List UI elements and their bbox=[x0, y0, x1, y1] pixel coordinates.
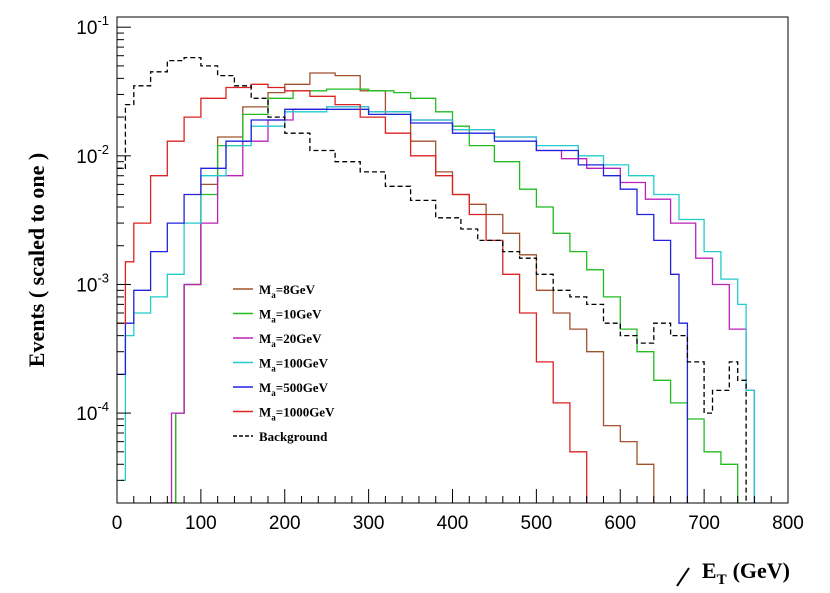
x-tick-label: 200 bbox=[269, 513, 301, 534]
x-tick-label: 600 bbox=[604, 513, 636, 534]
x-tick-label: 0 bbox=[112, 513, 123, 534]
legend-label: Ma=8GeV bbox=[259, 282, 316, 300]
series-line-1 bbox=[167, 88, 739, 503]
x-axis-title: ET (GeV) bbox=[702, 558, 790, 588]
x-axis-title-sub: T bbox=[717, 572, 727, 588]
series-line-5 bbox=[117, 83, 588, 503]
x-tick-label: 300 bbox=[353, 513, 385, 534]
legend-label: Ma=20GeV bbox=[259, 331, 322, 349]
legend: Ma=8GeV Ma=10GeV Ma=20GeV Ma=100GeV Ma=500Ge… bbox=[233, 282, 335, 444]
series-line-2 bbox=[163, 106, 756, 503]
x-axis: 0 100 200 300 400 500 600 700 800 bbox=[112, 489, 804, 534]
y-tick-label: 10-2 bbox=[76, 142, 109, 168]
y-tick-label: 10-1 bbox=[76, 13, 109, 39]
y-axis-title-group: Events ( scaled to one ) bbox=[24, 153, 49, 367]
x-axis-title-slash bbox=[676, 567, 690, 587]
y-tick-label: 10-3 bbox=[76, 270, 109, 296]
legend-label: Ma=500GeV bbox=[259, 380, 329, 398]
x-tick-label: 700 bbox=[688, 513, 720, 534]
x-axis-title-unit: (GeV) bbox=[733, 558, 790, 583]
legend-label: Background bbox=[259, 429, 328, 444]
y-axis: 10-4 10-3 10-2 10-1 bbox=[76, 13, 131, 504]
y-tick-label: 10-4 bbox=[76, 399, 109, 425]
series-layer bbox=[117, 56, 756, 503]
x-tick-label: 100 bbox=[185, 513, 217, 534]
legend-label: Ma=10GeV bbox=[259, 307, 322, 325]
series-line-6 bbox=[117, 56, 747, 503]
legend-label: Ma=1000GeV bbox=[259, 405, 335, 423]
legend-label: Ma=100GeV bbox=[259, 356, 329, 374]
x-tick-label: 800 bbox=[772, 513, 804, 534]
x-axis-title-main: E bbox=[702, 558, 717, 583]
x-tick-label: 400 bbox=[437, 513, 469, 534]
series-line-4 bbox=[117, 108, 689, 503]
series-line-3 bbox=[121, 106, 756, 503]
x-tick-label: 500 bbox=[521, 513, 553, 534]
y-axis-title: Events ( scaled to one ) bbox=[24, 153, 49, 367]
